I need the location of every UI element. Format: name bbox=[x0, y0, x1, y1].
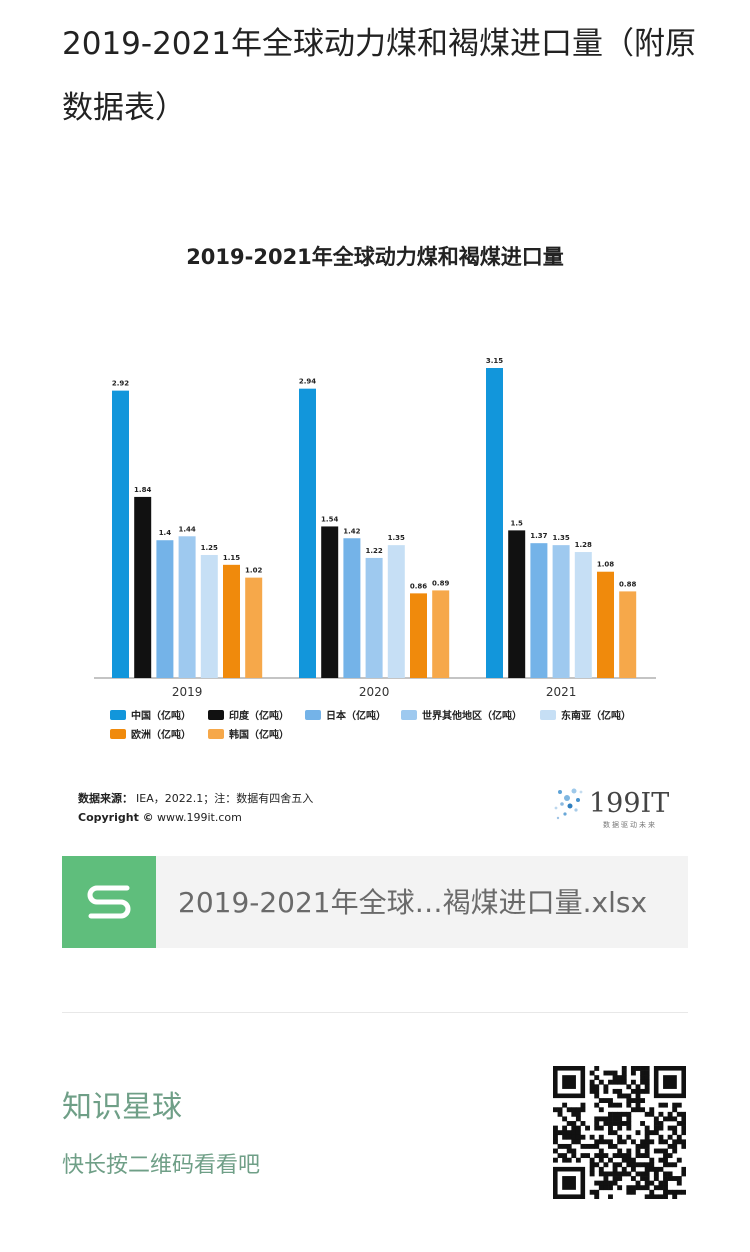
bar-value-label: 1.84 bbox=[134, 486, 151, 494]
legend-label: 韩国（亿吨） bbox=[229, 728, 289, 741]
chart-legend: 中国（亿吨） 印度（亿吨） 日本（亿吨） 世界其他地区（亿吨） 东南亚（亿吨） 欧洲（亿吨… bbox=[110, 709, 631, 741]
file-name: 2019-2021年全球…褐煤进口量.xlsx bbox=[178, 886, 648, 919]
bar bbox=[432, 590, 450, 678]
bar bbox=[200, 554, 218, 678]
bar bbox=[574, 552, 592, 678]
bar-value-label: 1.5 bbox=[510, 519, 523, 527]
bar-value-label: 1.28 bbox=[575, 541, 592, 549]
legend-label: 东南亚（亿吨） bbox=[561, 709, 631, 722]
bar-value-label: 0.88 bbox=[619, 580, 636, 588]
bar bbox=[410, 593, 427, 678]
source-label: 数据来源： bbox=[78, 791, 133, 805]
x-tick-label: 2019 bbox=[172, 685, 203, 699]
bar bbox=[299, 388, 316, 678]
bar bbox=[508, 530, 526, 678]
bar-value-label: 2.92 bbox=[112, 380, 129, 388]
bar-value-label: 1.42 bbox=[343, 527, 360, 535]
legend-label: 中国（亿吨） bbox=[131, 709, 191, 722]
legend-swatch bbox=[110, 729, 126, 739]
bar-value-label: 1.54 bbox=[321, 515, 338, 523]
article-title: 2019-2021年全球动力煤和褐煤进口量（附原数据表） bbox=[62, 26, 696, 126]
section-divider bbox=[62, 1012, 688, 1013]
bar-value-label: 1.15 bbox=[223, 554, 240, 562]
logo-mark-icon bbox=[554, 788, 583, 820]
legend-swatch bbox=[110, 710, 126, 720]
bar bbox=[552, 545, 570, 678]
x-tick-label: 2020 bbox=[359, 685, 390, 699]
bar-value-label: 1.08 bbox=[597, 561, 614, 569]
attachment-file-card[interactable]: 2019-2021年全球…褐煤进口量.xlsx bbox=[62, 856, 688, 948]
bar-value-label: 2.94 bbox=[299, 378, 316, 386]
bar bbox=[321, 526, 339, 678]
x-tick-label: 2021 bbox=[546, 685, 577, 699]
bar bbox=[178, 536, 196, 678]
bar bbox=[245, 577, 263, 678]
bar bbox=[530, 543, 548, 678]
bar-value-label: 1.25 bbox=[201, 544, 218, 552]
planet-hint: 快长按二维码看看吧 bbox=[62, 1153, 261, 1178]
bar bbox=[134, 496, 152, 678]
legend-label: 世界其他地区（亿吨） bbox=[422, 709, 522, 722]
bar bbox=[387, 545, 405, 678]
bar bbox=[597, 571, 614, 678]
bar-value-label: 0.89 bbox=[432, 579, 449, 587]
bar bbox=[223, 564, 240, 678]
bar-chart: 2019-2021年全球动力煤和褐煤进口量 2.92 1.84 1.4 1.44 1.2… bbox=[78, 245, 669, 829]
bars-group: 2.92 1.84 1.4 1.44 1.25 1.15 1.02 2019 2.94 1.54 1… bbox=[112, 357, 637, 699]
bar bbox=[486, 368, 503, 678]
copyright-text: www.199it.com bbox=[157, 811, 242, 824]
bar-value-label: 0.86 bbox=[410, 582, 427, 590]
bar-value-label: 1.35 bbox=[388, 534, 405, 542]
legend-swatch bbox=[208, 710, 224, 720]
copyright-label: Copyright © bbox=[78, 811, 154, 824]
bar-value-label: 1.37 bbox=[530, 532, 547, 540]
spreadsheet-s-icon bbox=[62, 856, 156, 948]
legend-swatch bbox=[401, 710, 417, 720]
planet-title: 知识星球 bbox=[62, 1090, 182, 1125]
bar bbox=[343, 538, 361, 678]
qr-code[interactable] bbox=[553, 1066, 686, 1199]
bar bbox=[112, 390, 129, 678]
bar-value-label: 1.22 bbox=[365, 547, 382, 555]
legend-swatch bbox=[208, 729, 224, 739]
chart-title: 2019-2021年全球动力煤和褐煤进口量 bbox=[186, 245, 564, 269]
logo-text: 199IT bbox=[589, 788, 669, 819]
bar bbox=[619, 591, 637, 678]
bar bbox=[365, 557, 383, 678]
source-text: IEA，2022.1；注：数据有四舍五入 bbox=[136, 791, 313, 805]
bar-value-label: 3.15 bbox=[486, 357, 503, 365]
legend-swatch bbox=[305, 710, 321, 720]
bar-value-label: 1.35 bbox=[552, 534, 569, 542]
bar bbox=[156, 540, 174, 678]
bar-value-label: 1.4 bbox=[159, 529, 172, 537]
bar-value-label: 1.02 bbox=[245, 567, 262, 575]
logo-tagline: 数据驱动未来 bbox=[603, 820, 657, 829]
legend-label: 欧洲（亿吨） bbox=[131, 728, 191, 741]
legend-swatch bbox=[540, 710, 556, 720]
legend-label: 印度（亿吨） bbox=[229, 709, 289, 722]
bar-value-label: 1.44 bbox=[178, 525, 195, 533]
legend-label: 日本（亿吨） bbox=[326, 709, 386, 722]
chart-image[interactable]: 2019-2021年全球动力煤和褐煤进口量 2.92 1.84 1.4 1.44 1.2… bbox=[62, 222, 688, 834]
